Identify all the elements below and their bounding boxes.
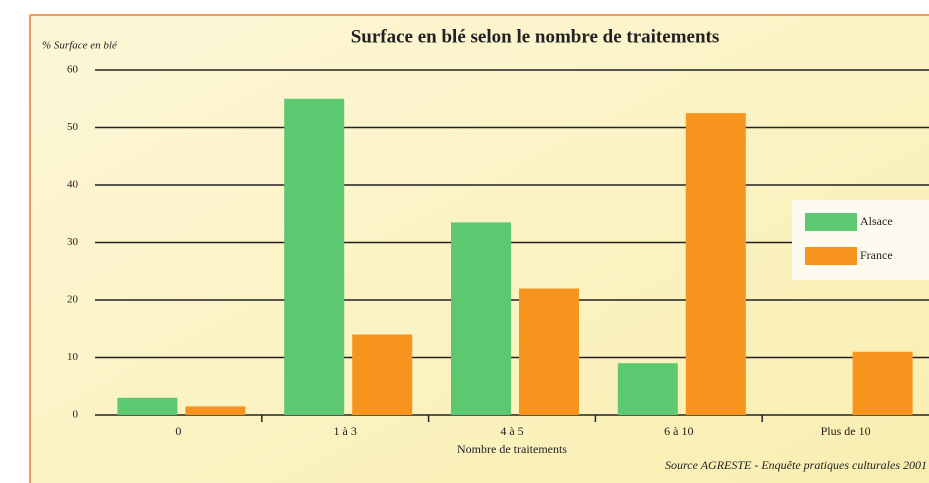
legend-label: Alsace <box>860 214 893 228</box>
source: Source AGRESTE - Enquête pratiques cultu… <box>665 458 927 472</box>
bar <box>117 397 178 415</box>
x-axis-label: Nombre de traitements <box>457 442 567 456</box>
legend-box <box>792 200 929 280</box>
y-tick-label: 0 <box>73 409 79 421</box>
chart-title: Surface en blé selon le nombre de traite… <box>351 26 720 47</box>
x-tick-label: Plus de 10 <box>821 424 871 438</box>
x-tick-label: 6 à 10 <box>664 424 693 438</box>
y-tick-label: 40 <box>67 179 79 191</box>
legend-label: France <box>860 248 893 262</box>
x-tick-label: 0 <box>175 424 181 438</box>
y-tick-label: 20 <box>67 294 79 306</box>
bar <box>284 98 345 415</box>
x-tick-label: 1 à 3 <box>334 424 357 438</box>
bar <box>185 406 246 415</box>
legend-swatch <box>805 247 857 265</box>
y-tick-label: 60 <box>67 64 79 76</box>
y-axis-label: % Surface en blé <box>42 40 118 52</box>
bar <box>519 288 579 415</box>
y-tick-label: 10 <box>67 351 79 363</box>
bar <box>451 222 511 415</box>
legend-swatch <box>805 213 857 231</box>
x-tick-label: 4 à 5 <box>500 424 523 438</box>
bar <box>617 363 678 415</box>
y-tick-label: 30 <box>67 236 79 248</box>
bar <box>685 113 746 415</box>
bar <box>352 334 413 415</box>
y-tick-label: 50 <box>67 121 79 133</box>
bar <box>852 351 913 415</box>
